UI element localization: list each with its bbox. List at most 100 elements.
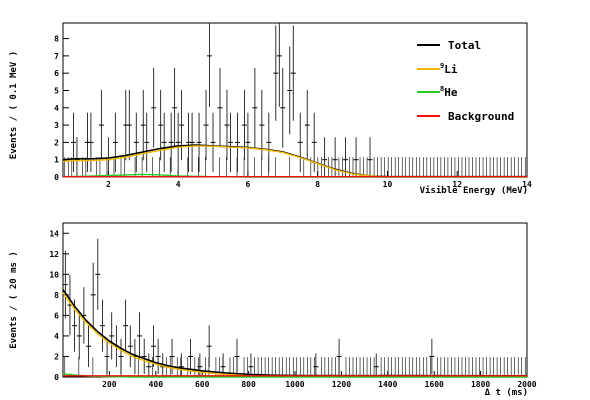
- legend-he8-text: 8He: [440, 85, 458, 99]
- energy-data-point: [343, 137, 349, 177]
- time-y-tick-label: 2: [54, 352, 59, 361]
- energy-data-point: [126, 89, 132, 161]
- time-data-point: [150, 325, 156, 368]
- time-data-point: [109, 312, 115, 360]
- energy-data-point: [210, 112, 216, 173]
- energy-y-tick-label: 4: [54, 104, 59, 113]
- time-data-point: [336, 338, 342, 375]
- time-x-axis-label: Δ t (ms): [485, 388, 528, 398]
- energy-data-point: [179, 89, 185, 161]
- energy-data-point: [287, 46, 293, 135]
- energy-data-point: [74, 137, 80, 177]
- energy-x-tick-label: 4: [176, 180, 181, 189]
- time-y-axis-label: Events / ( 20 ms ): [9, 251, 19, 349]
- time-data-point: [127, 325, 133, 368]
- energy-data-point: [140, 89, 146, 161]
- energy-x-tick-label: 8: [315, 180, 320, 189]
- legend-he8-superscript: 8: [440, 85, 444, 93]
- time-data-point: [62, 250, 68, 319]
- energy-data-point: [297, 112, 303, 173]
- time-data-point: [141, 338, 147, 375]
- energy-data-point: [367, 137, 373, 177]
- energy-data-point: [175, 112, 181, 173]
- energy-data-point: [144, 112, 150, 173]
- energy-data-points: [64, 23, 526, 177]
- time-data-point: [99, 299, 105, 352]
- time-data-point: [234, 338, 240, 375]
- energy-data-point: [217, 67, 223, 148]
- time-fit-curves: [62, 289, 528, 378]
- energy-y-tick-label: 0: [54, 173, 59, 182]
- time-data-point: [123, 299, 129, 352]
- energy-x-tick-label: 12: [452, 180, 462, 189]
- time-data-point: [248, 353, 254, 377]
- energy-data-point: [112, 112, 118, 173]
- energy-data-point: [151, 67, 157, 148]
- energy-data-point: [290, 25, 296, 121]
- energy-x-tick-label: 6: [245, 180, 250, 189]
- energy-data-point: [168, 112, 174, 173]
- energy-data-point: [322, 137, 328, 177]
- energy-data-point: [98, 89, 104, 161]
- time-data-point: [137, 312, 143, 360]
- time-x-tick-label: 800: [241, 380, 256, 389]
- time-data-point: [90, 262, 96, 327]
- time-y-tick-label: 0: [54, 373, 59, 382]
- time-data-point: [197, 353, 203, 377]
- energy-y-tick-label: 1: [54, 156, 59, 165]
- energy-data-point: [196, 112, 202, 173]
- energy-data-point: [70, 112, 76, 173]
- energy-data-point: [88, 112, 94, 173]
- time-x-tick-label: 1400: [378, 380, 397, 389]
- time-data-point: [95, 238, 101, 310]
- energy-data-point: [280, 67, 286, 148]
- energy-9li-curve: [62, 145, 527, 178]
- legend: Total 9Li 8He Background: [417, 39, 514, 123]
- legend-li9-label: Li: [444, 63, 458, 76]
- legend-li9-text: 9Li: [440, 62, 458, 76]
- energy-x-axis-label: Visible Energy (MeV): [420, 185, 528, 196]
- legend-he8-label: He: [444, 86, 458, 99]
- time-y-tick-label: 10: [49, 270, 59, 279]
- energy-data-point: [224, 89, 230, 161]
- time-x-tick-label: 1000: [285, 380, 304, 389]
- time-x-tick-label: 2000: [517, 380, 536, 389]
- time-x-tick-label: 200: [102, 380, 117, 389]
- time-total-curve: [62, 289, 528, 377]
- energy-data-point: [276, 23, 282, 107]
- energy-data-point: [189, 112, 195, 173]
- time-x-tick-label: 1800: [471, 380, 490, 389]
- legend-li9-superscript: 9: [440, 62, 444, 70]
- decay-time-panel: 200 400 600 800 1000 1200 1400 1600 1800 2000 0 2 4 6…: [9, 222, 537, 398]
- energy-data-point: [304, 89, 310, 161]
- energy-x-tick-label: 14: [522, 180, 532, 189]
- energy-y-tick-label: 2: [54, 138, 59, 147]
- time-x-tick-label: 1600: [425, 380, 444, 389]
- time-data-point: [118, 338, 124, 375]
- time-data-point: [206, 325, 212, 368]
- energy-y-tick-label: 7: [54, 52, 59, 61]
- time-data-point: [155, 338, 161, 375]
- energy-x-tick-label: 10: [383, 180, 393, 189]
- legend-total-label: Total: [448, 39, 481, 52]
- time-data-point: [178, 353, 184, 377]
- energy-fit-curves: [62, 144, 527, 178]
- time-y-tick-label: 4: [54, 332, 59, 341]
- time-data-point: [313, 353, 319, 377]
- energy-data-point: [203, 89, 209, 161]
- time-data-point: [146, 353, 152, 377]
- time-x-tick-label: 600: [195, 380, 210, 389]
- time-x-tick-label: 1200: [332, 380, 351, 389]
- time-data-points: [62, 238, 526, 377]
- energy-data-point: [133, 112, 139, 173]
- energy-y-tick-label: 3: [54, 121, 59, 130]
- time-y-tick-label: 12: [49, 250, 59, 259]
- energy-data-point: [266, 112, 272, 173]
- energy-data-point: [353, 137, 359, 177]
- time-data-point: [104, 338, 110, 375]
- time-data-point: [76, 312, 82, 360]
- time-data-point: [373, 353, 379, 377]
